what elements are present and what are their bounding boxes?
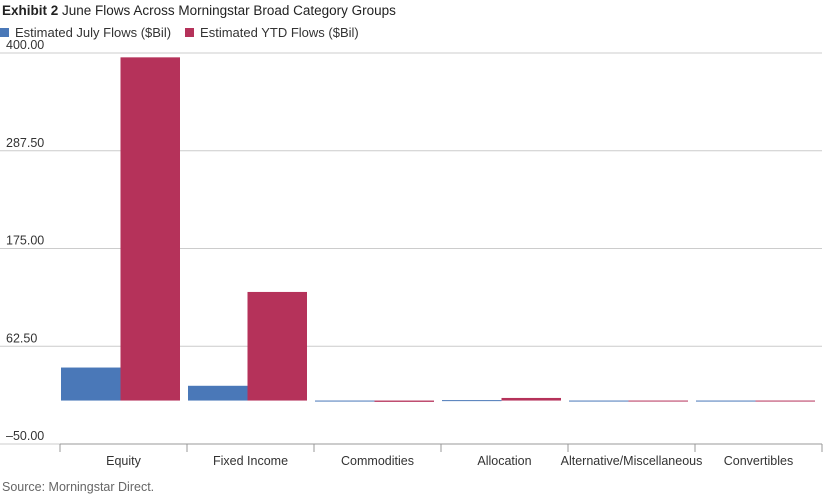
bar-july-fixed-income (188, 385, 248, 401)
x-tick-label: Convertibles (724, 454, 793, 468)
bar-ytd-alternative-miscellaneous (628, 400, 688, 402)
bar-july-alternative-miscellaneous (569, 400, 629, 402)
legend-item-july: Estimated July Flows ($Bil) (0, 25, 171, 40)
legend: Estimated July Flows ($Bil) Estimated YT… (0, 25, 373, 40)
x-tick-label: Allocation (477, 454, 531, 468)
source-note: Source: Morningstar Direct. (2, 480, 155, 494)
bar-july-commodities (315, 400, 375, 402)
x-tick-label: Fixed Income (213, 454, 288, 468)
legend-item-ytd: Estimated YTD Flows ($Bil) (185, 25, 359, 40)
bar-ytd-equity (120, 57, 180, 401)
chart-title-text: June Flows Across Morningstar Broad Cate… (62, 3, 396, 18)
legend-label-ytd: Estimated YTD Flows ($Bil) (200, 25, 359, 40)
chart-title: Exhibit 2 June Flows Across Morningstar … (2, 3, 396, 18)
bar-july-allocation (442, 400, 502, 402)
y-tick-label: –50.00 (6, 429, 44, 443)
legend-swatch-ytd (185, 28, 195, 37)
bar-ytd-commodities (374, 400, 434, 402)
bar-ytd-convertibles (755, 400, 815, 402)
y-tick-label: 287.50 (6, 136, 44, 150)
x-tick-label: Equity (106, 454, 141, 468)
legend-swatch-july (0, 28, 9, 37)
x-tick-label: Commodities (341, 454, 414, 468)
legend-label-july: Estimated July Flows ($Bil) (15, 25, 172, 40)
y-tick-label: 175.00 (6, 234, 44, 248)
bar-july-convertibles (696, 400, 756, 402)
x-tick-label: Alternative/Miscellaneous (561, 454, 703, 468)
bar-july-equity (61, 367, 121, 401)
bar-ytd-allocation (501, 397, 561, 401)
y-tick-label: 62.50 (6, 331, 37, 345)
bar-ytd-fixed-income (247, 291, 307, 401)
y-tick-label: 400.00 (6, 38, 44, 52)
exhibit-label: Exhibit 2 (2, 3, 59, 18)
